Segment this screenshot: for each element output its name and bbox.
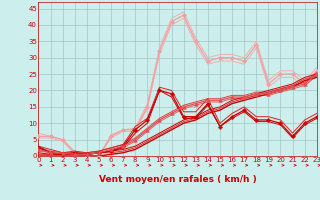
X-axis label: Vent moyen/en rafales ( km/h ): Vent moyen/en rafales ( km/h ) xyxy=(99,174,256,184)
